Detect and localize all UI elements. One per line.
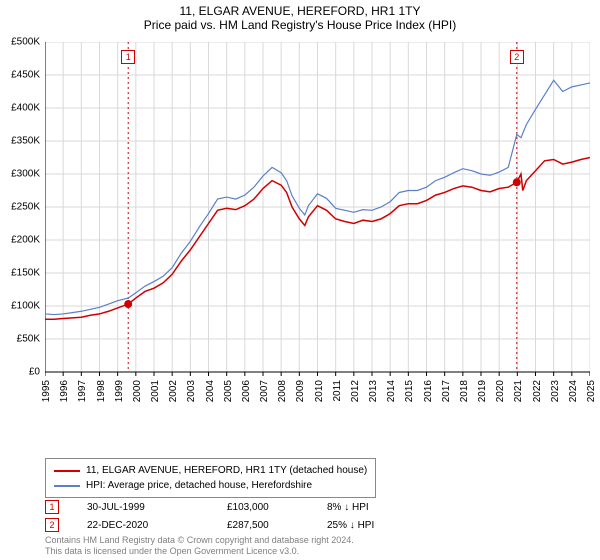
sale-vs-hpi: 25% ↓ HPI [327,520,427,531]
sale-date: 22-DEC-2020 [87,520,227,531]
title-block: 11, ELGAR AVENUE, HEREFORD, HR1 1TY Pric… [0,0,600,36]
y-tick-label: £400K [0,103,40,114]
y-tick-label: £350K [0,136,40,147]
sale-vs-hpi: 8% ↓ HPI [327,502,427,513]
legend-item: 11, ELGAR AVENUE, HEREFORD, HR1 1TY (det… [54,463,367,478]
x-tick-label: 2022 [532,380,543,402]
legend-item: HPI: Average price, detached house, Here… [54,478,367,493]
title-line-1: 11, ELGAR AVENUE, HEREFORD, HR1 1TY [0,4,600,18]
sale-date: 30-JUL-1999 [87,502,227,513]
x-tick-label: 2000 [132,380,143,402]
y-tick-label: £150K [0,268,40,279]
y-tick-label: £250K [0,202,40,213]
x-tick-label: 2023 [550,380,561,402]
chart-area: £0£50K£100K£150K£200K£250K£300K£350K£400… [45,42,590,412]
sale-price: £287,500 [227,520,327,531]
y-tick-label: £300K [0,169,40,180]
footer-line-1: Contains HM Land Registry data © Crown c… [45,535,354,546]
x-tick-label: 2009 [295,380,306,402]
sale-price: £103,000 [227,502,327,513]
footer-line-2: This data is licensed under the Open Gov… [45,546,354,557]
x-tick-label: 2001 [150,380,161,402]
x-tick-label: 1999 [114,380,125,402]
x-tick-label: 2024 [568,380,579,402]
x-tick-label: 2019 [477,380,488,402]
x-tick-label: 2005 [223,380,234,402]
x-tick-label: 2013 [368,380,379,402]
x-tick-label: 2003 [186,380,197,402]
x-tick-label: 2014 [386,380,397,402]
y-tick-label: £100K [0,301,40,312]
x-tick-label: 2017 [441,380,452,402]
x-tick-label: 2016 [423,380,434,402]
x-tick-label: 2010 [314,380,325,402]
x-tick-label: 2007 [259,380,270,402]
x-tick-label: 2004 [205,380,216,402]
chart-sale-marker-badge: 1 [121,50,135,64]
y-tick-label: £450K [0,70,40,81]
title-line-2: Price paid vs. HM Land Registry's House … [0,18,600,36]
y-tick-label: £500K [0,37,40,48]
x-tick-label: 2012 [350,380,361,402]
x-tick-label: 1996 [59,380,70,402]
sale-marker-icon: 1 [45,500,59,514]
y-tick-label: £200K [0,235,40,246]
legend-label: 11, ELGAR AVENUE, HEREFORD, HR1 1TY (det… [86,463,367,478]
x-tick-label: 2020 [495,380,506,402]
sale-marker-icon: 2 [45,518,59,532]
x-tick-label: 2025 [586,380,597,402]
x-tick-label: 2021 [513,380,524,402]
x-tick-label: 2015 [404,380,415,402]
x-tick-label: 2011 [332,380,343,402]
x-tick-label: 1995 [41,380,52,402]
x-tick-label: 2006 [241,380,252,402]
y-tick-label: £0 [0,367,40,378]
sales-table: 1 30-JUL-1999 £103,000 8% ↓ HPI 2 22-DEC… [45,498,427,534]
sales-row: 1 30-JUL-1999 £103,000 8% ↓ HPI [45,498,427,516]
legend-swatch [54,470,80,472]
legend-swatch [54,485,80,487]
x-tick-label: 2008 [277,380,288,402]
x-tick-label: 1997 [77,380,88,402]
figure-container: 11, ELGAR AVENUE, HEREFORD, HR1 1TY Pric… [0,0,600,560]
legend: 11, ELGAR AVENUE, HEREFORD, HR1 1TY (det… [45,458,376,498]
sales-row: 2 22-DEC-2020 £287,500 25% ↓ HPI [45,516,427,534]
footer-attribution: Contains HM Land Registry data © Crown c… [45,535,354,557]
x-tick-label: 2018 [459,380,470,402]
x-tick-label: 2002 [168,380,179,402]
chart-svg [45,42,590,412]
chart-sale-marker-badge: 2 [510,50,524,64]
legend-label: HPI: Average price, detached house, Here… [86,478,312,493]
x-tick-label: 1998 [96,380,107,402]
y-tick-label: £50K [0,334,40,345]
